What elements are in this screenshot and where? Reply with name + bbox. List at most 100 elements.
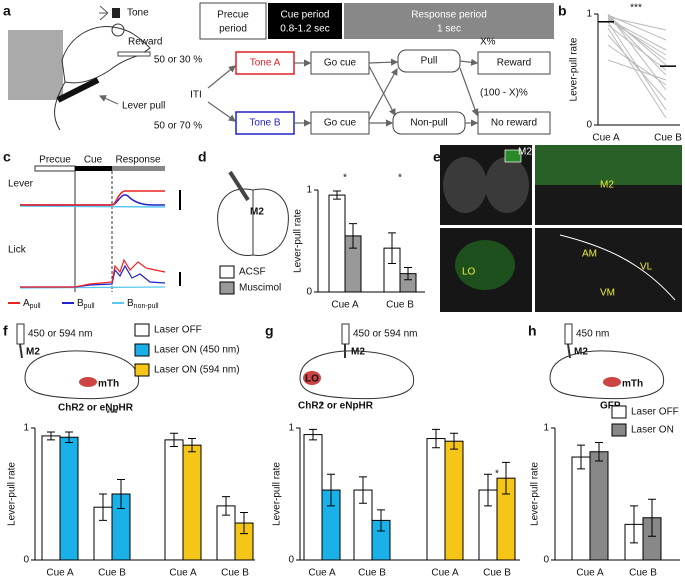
- reward-box: [477, 51, 551, 75]
- significance: ***: [630, 3, 642, 14]
- nonpull: Non-pull: [410, 118, 447, 129]
- period-label: 1 sec: [437, 24, 461, 35]
- reward-label: Reward: [128, 37, 162, 48]
- fiber-tip: [567, 343, 571, 359]
- fiber: [16, 323, 25, 345]
- period-label: period: [219, 24, 247, 35]
- trace: [20, 258, 166, 288]
- target: [603, 377, 621, 387]
- legend-sub: pull: [30, 303, 41, 310]
- y-tick-label: 0: [543, 555, 549, 566]
- lever-arrow: [98, 95, 119, 105]
- speaker: [112, 8, 120, 18]
- x-tick-label: Cue B: [98, 568, 126, 579]
- epoch-label: Precue: [39, 155, 71, 166]
- region: M2: [600, 180, 614, 191]
- significance: *: [320, 401, 324, 412]
- go-cue: Go cue: [324, 118, 357, 129]
- brain-sagittal: [24, 350, 140, 400]
- image-tissue: [443, 157, 487, 213]
- legend-label: Muscimol: [239, 283, 281, 294]
- panel-label: f: [3, 323, 8, 339]
- bar: [328, 194, 346, 293]
- error-bar: [577, 444, 585, 470]
- legend-swatch: [134, 323, 150, 337]
- panel-label: e: [433, 149, 441, 165]
- error-bar: [309, 428, 317, 441]
- panel-label: c: [3, 149, 11, 165]
- x-tick-label: Cue B: [358, 568, 386, 579]
- mouse-tail: [54, 81, 66, 131]
- bar: [426, 438, 446, 561]
- y-axis-label: Lever-pull rate: [569, 37, 580, 101]
- individual-lines: [607, 13, 667, 119]
- panel-label: b: [558, 3, 567, 19]
- go-cue: Go cue: [324, 58, 357, 69]
- y-axis-label: Lever-pull rate: [7, 462, 18, 526]
- error-bar: [222, 496, 230, 516]
- bar: [182, 444, 202, 561]
- y-tick-label: 0: [306, 287, 312, 298]
- x-tick-label: Cue B: [483, 568, 511, 579]
- bar: [303, 434, 323, 561]
- image-fluor: [455, 240, 515, 290]
- y-tick-label: 1: [288, 423, 294, 434]
- region: M2: [518, 147, 532, 158]
- x-tick-label: Cue A: [331, 300, 359, 311]
- no-reward: No reward: [491, 118, 537, 129]
- trace: [20, 264, 166, 288]
- legend-label: Apull: [23, 298, 41, 310]
- image-tissue: [485, 157, 529, 213]
- epoch-bar: [112, 166, 165, 171]
- bar: [444, 440, 464, 561]
- arrow: [368, 67, 398, 121]
- epoch-bar: [34, 165, 76, 172]
- x-tick-label: Cue B: [654, 133, 682, 144]
- wavelength: 450 or 594 nm: [28, 329, 93, 340]
- bar: [164, 439, 184, 561]
- wavelength: 450 nm: [576, 329, 609, 340]
- target: [303, 371, 321, 385]
- probability: 50 or 70 %: [154, 121, 202, 132]
- bar: [59, 436, 79, 561]
- x-tick-label: Cue A: [431, 568, 459, 579]
- bar: [571, 456, 591, 561]
- y-tick-label: 0: [586, 120, 592, 131]
- error-bar: [170, 432, 178, 447]
- region: M2: [351, 347, 365, 358]
- probability: 50 or 30 %: [154, 55, 202, 66]
- mouse-ear: [111, 23, 125, 37]
- y-tick-label: 1: [23, 423, 29, 434]
- y-tick-label: 1: [306, 185, 312, 196]
- image-outline: [559, 234, 676, 301]
- iti: ITI: [190, 90, 202, 101]
- arrow: [207, 65, 236, 89]
- brain-sagittal: [299, 350, 415, 400]
- error-bar: [648, 498, 656, 537]
- error-bar: [117, 478, 125, 510]
- x-tick-label: Cue A: [308, 568, 336, 579]
- significance: *: [343, 173, 347, 184]
- arrow: [459, 67, 479, 117]
- x-tick-label: Cue A: [46, 568, 74, 579]
- region: LO: [462, 267, 476, 278]
- tone-b: Tone B: [249, 118, 280, 129]
- error-bar: [333, 190, 341, 200]
- error-bar: [99, 493, 107, 521]
- y-axis-label: Lever-pull rate: [530, 462, 541, 526]
- cue-box: [268, 3, 342, 39]
- legend-label: Laser ON (450 nm): [154, 345, 240, 356]
- epoch-bar: [75, 166, 112, 171]
- target: [79, 377, 97, 387]
- legend-swatch: [219, 281, 235, 295]
- period-label: Cue period: [281, 10, 330, 21]
- legend-label: Laser ON (594 nm): [154, 365, 240, 376]
- legend-label: Laser OFF: [154, 325, 202, 336]
- x-percent: (100 - X)%: [480, 88, 528, 99]
- y-axis-label: Lever-pull rate: [293, 209, 304, 273]
- x-tick-label: Cue A: [169, 568, 197, 579]
- arrow: [207, 101, 236, 122]
- region: AM: [582, 249, 597, 260]
- epoch-label: Response: [115, 155, 160, 166]
- syringe: [228, 170, 250, 202]
